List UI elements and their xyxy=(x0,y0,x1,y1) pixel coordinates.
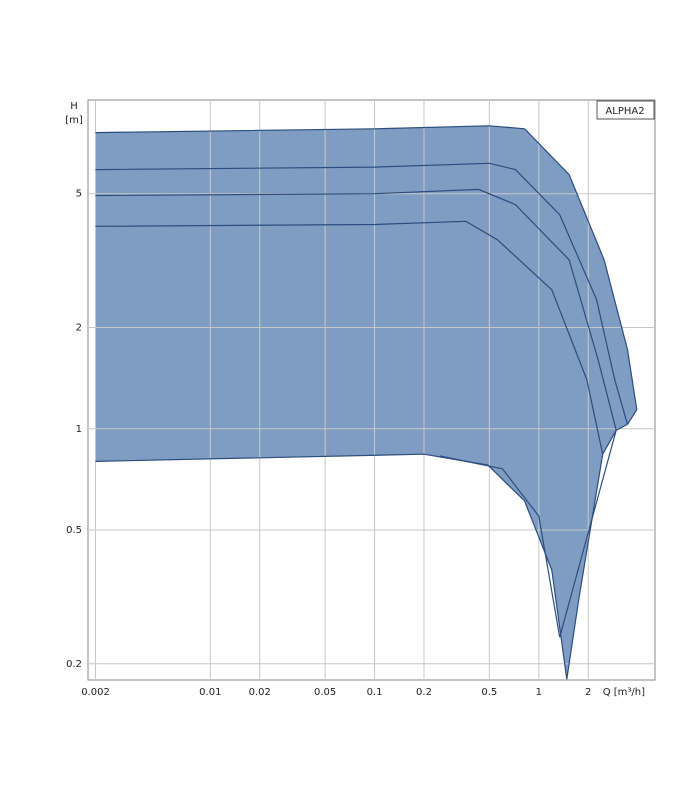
x-tick-label: 0.01 xyxy=(199,687,221,698)
x-axis-label: Q [m³/h] xyxy=(603,687,645,698)
x-tick-label: 0.002 xyxy=(81,687,110,698)
x-tick-label: 0.5 xyxy=(481,687,497,698)
pump-curve xyxy=(439,430,617,638)
pump-curve xyxy=(95,188,617,431)
x-tick-label: 0.1 xyxy=(367,687,383,698)
y-tick-label: 0.5 xyxy=(66,525,82,536)
y-axis-unit: [m] xyxy=(65,115,83,126)
pump-curve xyxy=(566,423,628,680)
pump-curve xyxy=(95,162,629,425)
y-tick-label: 1 xyxy=(76,424,82,435)
x-tick-label: 2 xyxy=(585,687,591,698)
pump-curve xyxy=(95,125,638,425)
pump-curve xyxy=(95,220,604,455)
x-tick-label: 0.02 xyxy=(249,687,271,698)
x-tick-label: 0.05 xyxy=(314,687,336,698)
y-axis-label: H xyxy=(70,101,78,112)
y-tick-label: 2 xyxy=(76,323,82,334)
y-tick-label: 5 xyxy=(76,189,82,200)
legend-box xyxy=(596,100,655,120)
envelope-fill xyxy=(95,125,637,680)
x-tick-label: 0.2 xyxy=(416,687,432,698)
x-tick-label: 1 xyxy=(536,687,542,698)
model-label: ALPHA2 xyxy=(605,106,644,117)
pump-curve xyxy=(95,453,568,680)
y-tick-label: 0.2 xyxy=(66,659,82,670)
